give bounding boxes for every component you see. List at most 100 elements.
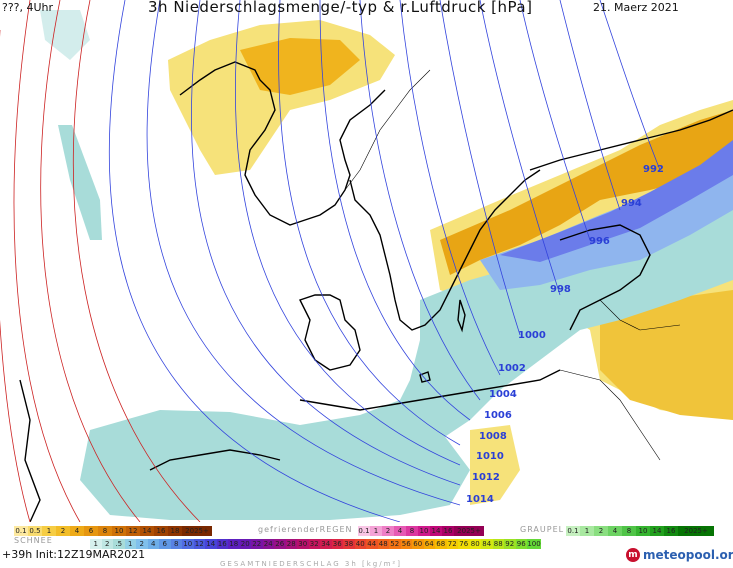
legend-cell: 8: [406, 526, 418, 536]
isobar-label-1012: 1012: [472, 472, 500, 483]
legend-cell: 16: [664, 526, 678, 536]
legend-cell: 10: [112, 526, 126, 536]
legend-cell: 84: [481, 539, 493, 549]
legend-cell: 1: [370, 526, 382, 536]
legend-cell: 4: [147, 539, 159, 549]
country-borders: [344, 69, 681, 461]
legend-cell: 24: [262, 539, 274, 549]
isobars: [108, 0, 661, 523]
legend-cell: 4: [608, 526, 622, 536]
meteopool-logo[interactable]: m meteopool.org: [626, 548, 733, 562]
header-time: ???, 4Uhr: [2, 1, 54, 14]
northwest-snow-patch: [40, 10, 90, 60]
legend-cell: 12: [193, 539, 205, 549]
legend-cell: 1: [124, 539, 136, 549]
map-title: 3h Niederschlagsmenge/-typ & r.Luftdruck…: [148, 0, 533, 16]
isobar-label-1002: 1002: [498, 363, 526, 374]
legend-cell: 36: [331, 539, 343, 549]
freezing-rain-legend-row: 0.1 1 2 4 8 10 14 16 2025+: [358, 526, 484, 536]
isobar-1016: [108, 0, 401, 523]
isobar-high-1: [72, 0, 201, 523]
isobar-label-994: 994: [621, 198, 642, 209]
legend-cell: 4: [70, 526, 84, 536]
legend-cell: 20: [239, 539, 251, 549]
isobar-994: [559, 0, 621, 211]
rain-legend-row: 0.1 0.5 1 2 4 6 8 10 12 14 16 18 2025+: [14, 526, 212, 536]
legend-cell: 0.1: [358, 526, 370, 536]
norway-rain-core: [240, 38, 360, 95]
legend-cell: 64: [423, 539, 435, 549]
legend-cell: 10: [418, 526, 430, 536]
legend-cell: 1: [42, 526, 56, 536]
legend-cell: 1: [90, 539, 102, 549]
lithuania-border: [599, 299, 681, 331]
legend-cell: 6: [159, 539, 171, 549]
legend-cell: 30: [297, 539, 309, 549]
germany-poland-coast: [299, 369, 561, 411]
map-date: 21. Maerz 2021: [593, 1, 679, 14]
isobar-1010: [235, 0, 461, 466]
legend-cell: 44: [366, 539, 378, 549]
legend-cell: 96: [515, 539, 527, 549]
legend-cell: .5: [113, 539, 125, 549]
legend-cell: 0.1: [566, 526, 580, 536]
legend-cell: 56: [400, 539, 412, 549]
isobar-label-1006: 1006: [484, 410, 512, 421]
isobar-label-1014: 1014: [466, 494, 494, 505]
isobar-label-996: 996: [589, 236, 610, 247]
legend-cell: 22: [251, 539, 263, 549]
isobar-1004: [359, 0, 481, 401]
graupel-legend-row: 0.1 1 2 4 8 10 14 16 2025+: [566, 526, 714, 536]
legend-cell: 2: [382, 526, 394, 536]
legend-cell: 16: [154, 526, 168, 536]
snow-strong-band: [500, 140, 733, 262]
poland-border: [559, 369, 661, 461]
netherlands-coast: [149, 449, 281, 471]
legend-cell: 8: [622, 526, 636, 536]
bornholm: [419, 371, 431, 383]
isobar-label-1010: 1010: [476, 451, 504, 462]
isobar-1008: [278, 0, 461, 446]
legend-cell: 1: [580, 526, 594, 536]
legend-cell: 2: [56, 526, 70, 536]
east-rain-strip: [470, 425, 520, 505]
legend-cell: 2025+: [678, 526, 714, 536]
legend-cell: 48: [377, 539, 389, 549]
legend-cell: 14: [140, 526, 154, 536]
legend-cell: 2: [101, 539, 113, 549]
legend-cell: 92: [504, 539, 516, 549]
legend-cell: 12: [126, 526, 140, 536]
isobar-high-2: [40, 0, 141, 523]
legend-cell: 18: [168, 526, 182, 536]
precipitation-fields: [40, 10, 733, 520]
logo-icon: m: [626, 548, 640, 562]
sea-snow-area: [80, 400, 470, 520]
freezing-rain-title: gefrierenderREGEN: [258, 525, 353, 534]
legend-cell: 100: [527, 539, 541, 549]
isobar-996: [519, 0, 591, 241]
legend-cell: 40: [354, 539, 366, 549]
isobar-1002: [399, 0, 501, 376]
legend-cell: 10: [636, 526, 650, 536]
legend-cell: 38: [343, 539, 355, 549]
legend-cell: 8: [170, 539, 182, 549]
total-precip-title: GESAMTNIEDERSCHLAG 3h [kg/m²]: [220, 560, 402, 568]
snow-title: SCHNEE: [14, 536, 53, 545]
finland-coast: [529, 109, 733, 171]
sweden-coast: [349, 169, 541, 331]
poland-rain-area: [600, 290, 733, 420]
legend-cell: 0.5: [28, 526, 42, 536]
legend-cell: 2: [136, 539, 148, 549]
isobar-labels: 992 994 996 998 1000 1002 1004 1006 1008…: [466, 164, 664, 505]
legend-cell: 4: [394, 526, 406, 536]
isobar-1006: [319, 0, 471, 421]
isobar-label-1004: 1004: [489, 389, 517, 400]
isobar-label-1000: 1000: [518, 330, 546, 341]
logo-text: meteopool.org: [643, 548, 733, 562]
denmark-coast: [299, 294, 361, 371]
legend-cell: 16: [442, 526, 454, 536]
uk-coast: [19, 379, 41, 523]
legend-cell: 68: [435, 539, 447, 549]
legend-cell: 28: [285, 539, 297, 549]
